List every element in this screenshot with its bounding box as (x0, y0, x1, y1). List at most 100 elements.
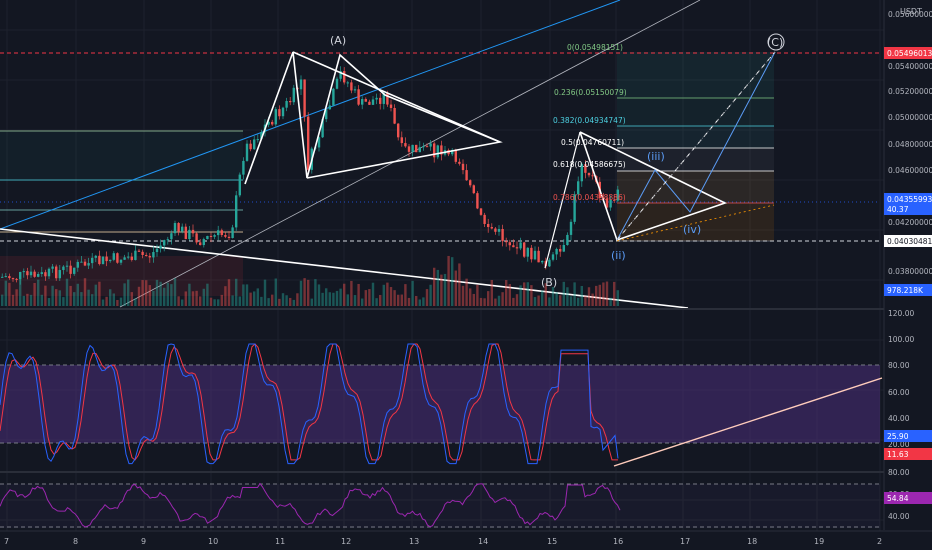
volume-bar (454, 270, 457, 306)
candle (483, 212, 486, 228)
volume-bar (530, 285, 533, 306)
volume-bar (98, 281, 101, 306)
volume-bar (544, 283, 547, 306)
volume-bar (260, 296, 263, 306)
candle (159, 239, 162, 253)
rsi-pane[interactable] (0, 482, 880, 528)
price-badge: 54.84 (884, 492, 932, 504)
volume-bar (274, 278, 277, 306)
fib-zone (617, 148, 774, 171)
volume-bar (422, 297, 425, 306)
candle (145, 252, 148, 257)
volume-bar (447, 255, 450, 306)
volume-bar (285, 295, 288, 306)
pattern-drawings[interactable] (244, 51, 776, 269)
candle (577, 176, 580, 199)
volume-bar (112, 293, 115, 306)
candle (213, 233, 216, 240)
volume-bar (490, 279, 493, 306)
candle (155, 244, 159, 257)
candle (364, 97, 367, 102)
candle (127, 252, 130, 260)
wave-label-iv: (iv) (683, 223, 701, 236)
volume-bar (591, 293, 594, 306)
candle (526, 247, 529, 262)
candlesticks[interactable] (1, 66, 619, 285)
price-pane[interactable] (0, 0, 880, 309)
candle (51, 264, 54, 273)
candle (591, 170, 594, 180)
candle (83, 259, 87, 267)
wave-labels: (A) (B) (C) (ii) (iii) (iv) (330, 33, 785, 289)
triangle-upper-edge[interactable] (292, 51, 501, 143)
triangle-pattern-c[interactable] (579, 131, 728, 242)
volume-bar (299, 280, 303, 306)
price-label: 0.03800000 (888, 267, 932, 276)
volume-bar (231, 295, 234, 306)
candle (609, 195, 612, 211)
volume-bar (393, 290, 396, 306)
time-label: 16 (613, 537, 623, 546)
time-label: 10 (208, 537, 218, 546)
volume-bar (55, 289, 58, 306)
fib-zone (617, 171, 774, 203)
volume-bar (145, 280, 148, 306)
volume-bar (461, 285, 465, 306)
rsi-axis-label: 40.00 (888, 512, 910, 521)
candle (123, 254, 126, 260)
candle (335, 76, 339, 90)
candle (325, 107, 328, 123)
volume-bar (199, 296, 202, 306)
svg-text:54.84: 54.84 (887, 494, 909, 503)
candle (137, 248, 141, 253)
volume-bar (335, 290, 339, 306)
candle (292, 84, 295, 105)
candle (346, 80, 349, 88)
fib-label: 0(0.05498151) (567, 43, 623, 52)
candle (343, 67, 346, 85)
price-badge: 40.37 (884, 203, 932, 215)
volume-bar (573, 282, 576, 306)
volume-bar (533, 297, 537, 306)
volume-bar (397, 294, 400, 306)
volume-bar (598, 284, 601, 306)
wave-label-a: (A) (330, 34, 346, 47)
candle (37, 271, 40, 278)
time-label: 2 (877, 537, 882, 546)
candle (109, 259, 112, 263)
time-label: 15 (547, 537, 557, 546)
volume-bar (15, 289, 18, 306)
candle (411, 144, 414, 157)
candle (400, 131, 403, 147)
volume-bar (379, 294, 382, 306)
volume-bar (339, 288, 342, 306)
trendline-grey[interactable] (119, 0, 701, 308)
time-axis[interactable] (0, 530, 932, 550)
wave-label-iii: (iii) (647, 150, 665, 163)
volume-bar (191, 291, 195, 306)
volume-bar (44, 285, 47, 306)
wave-line[interactable] (544, 131, 581, 269)
candle (393, 104, 396, 125)
trendline-blue[interactable] (0, 0, 621, 230)
trendline-white[interactable] (0, 228, 689, 309)
volume-bar (220, 294, 223, 306)
stochastic-pane[interactable] (0, 343, 883, 467)
volume-bar (33, 282, 36, 306)
candle (490, 223, 493, 230)
volume-bar (163, 287, 166, 306)
volume-bar (87, 289, 90, 306)
wave-projection-blue[interactable] (616, 51, 776, 241)
volume-bar (613, 281, 616, 306)
candle (55, 264, 58, 281)
stoch-trendline[interactable] (613, 377, 883, 467)
wave-label-ii: (ii) (611, 249, 626, 262)
candle (559, 245, 562, 257)
volume-bar (602, 282, 605, 306)
candle (512, 239, 515, 248)
volume-bar (404, 284, 407, 306)
fib-label: 0.382(0.04934747) (553, 116, 626, 125)
